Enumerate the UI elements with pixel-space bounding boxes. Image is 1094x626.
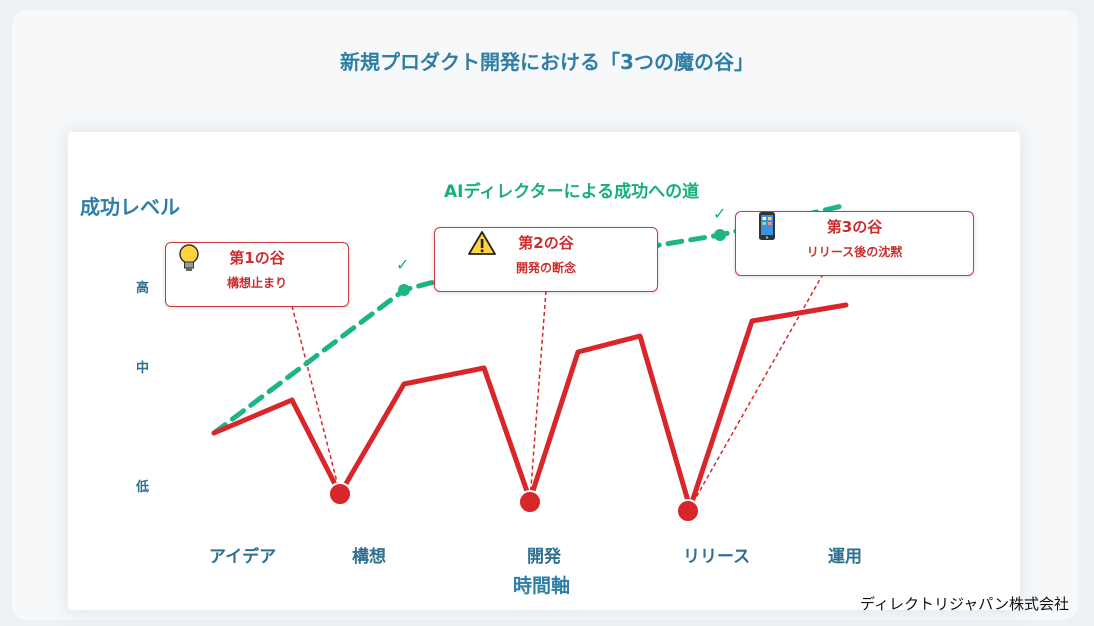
valley-2-title: 第2の谷 — [518, 234, 574, 252]
leader-line-valley-3 — [689, 273, 824, 509]
smartphone-icon — [759, 212, 775, 240]
diagram-title: 新規プロダクト開発における「3つの魔の谷」 — [340, 50, 754, 74]
lightbulb-icon — [179, 244, 199, 271]
x-tick-concept: 構想 — [352, 547, 386, 567]
ai-path-label: AIディレクターによる成功への道 — [444, 182, 700, 202]
valley-line — [211, 302, 849, 511]
valley-point-1 — [328, 482, 352, 506]
valley-1-subtitle: 構想止まり — [226, 276, 287, 290]
x-tick-development: 開発 — [527, 547, 561, 567]
check-icon: ✓ — [713, 204, 727, 223]
ai-path-point-1 — [398, 284, 410, 296]
y-tick-high: 高 — [136, 281, 150, 296]
valley-1-title: 第1の谷 — [229, 249, 285, 267]
valley-point-3 — [676, 499, 700, 523]
x-axis-label: 時間軸 — [513, 575, 571, 597]
check-icon: ✓ — [396, 255, 410, 274]
x-tick-release: リリース — [683, 547, 751, 567]
warning-icon — [468, 231, 496, 255]
valley-2-subtitle: 開発の断念 — [515, 261, 576, 275]
company-name: ディレクトリジャパン株式会社 — [860, 595, 1069, 613]
y-tick-low: 低 — [136, 480, 150, 495]
x-tick-idea: アイデア — [209, 547, 277, 567]
valley-point-2 — [518, 490, 542, 514]
ai-path-point-2 — [714, 229, 726, 241]
valley-3-subtitle: リリース後の沈黙 — [806, 245, 903, 259]
x-tick-operation: 運用 — [828, 547, 862, 567]
valley-3-title: 第3の谷 — [826, 218, 883, 236]
y-tick-mid: 中 — [136, 361, 150, 376]
y-axis-label: 成功レベル — [80, 195, 180, 219]
leader-line-valley-1 — [291, 305, 341, 495]
callout-valley-2: 第2の谷 開発の断念 — [434, 227, 658, 292]
